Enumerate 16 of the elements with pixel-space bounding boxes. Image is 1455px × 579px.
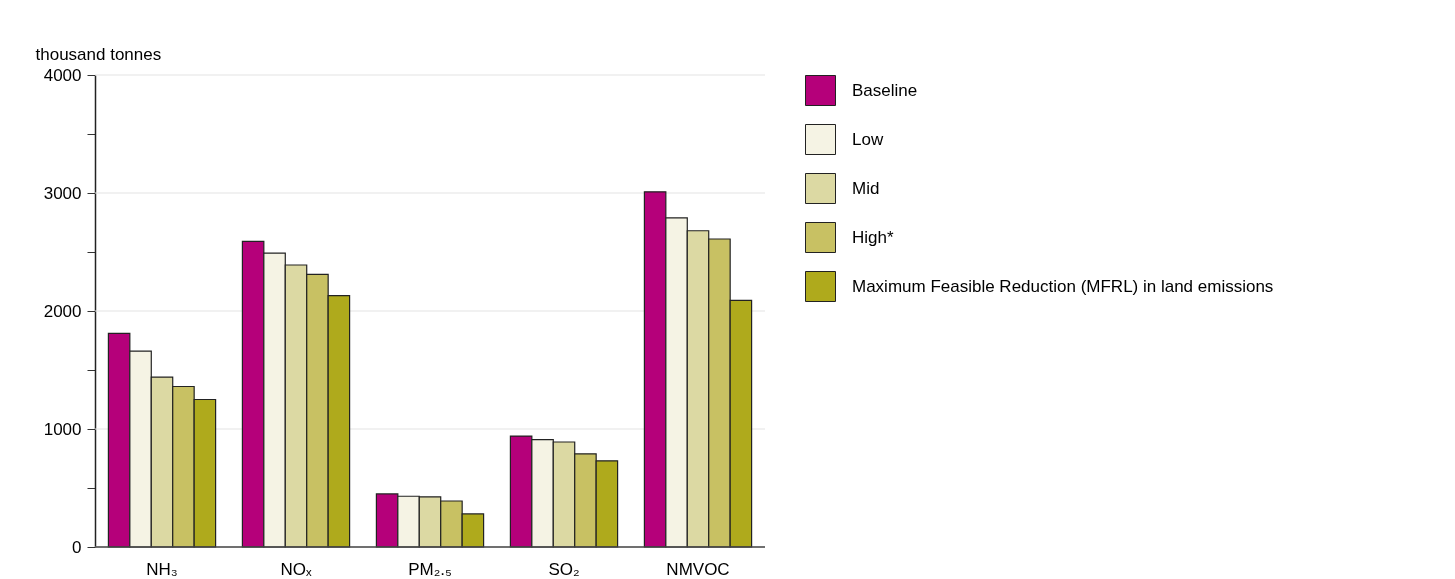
legend-label: Low [852, 129, 884, 149]
y-tick-label: 3000 [43, 183, 82, 203]
y-tick-label: 0 [72, 537, 82, 557]
x-tick-label: NOₓ [280, 559, 312, 579]
x-tick-label: PM₂.₅ [408, 559, 452, 579]
y-tick-label: 1000 [43, 419, 82, 439]
y-tick-label: 2000 [43, 301, 82, 321]
y-axis-title: thousand tonnes [35, 44, 162, 64]
x-tick-label: NMVOC [666, 559, 730, 579]
legend-label: Mid [852, 178, 880, 198]
legend-label: Baseline [852, 80, 918, 100]
y-tick-label: 4000 [43, 65, 82, 85]
x-tick-label: SO₂ [548, 559, 580, 579]
legend-label: Maximum Feasible Reduction (MFRL) in land emissions [852, 276, 1274, 296]
legend-label: High* [852, 227, 894, 247]
x-tick-label: NH₃ [146, 559, 178, 579]
